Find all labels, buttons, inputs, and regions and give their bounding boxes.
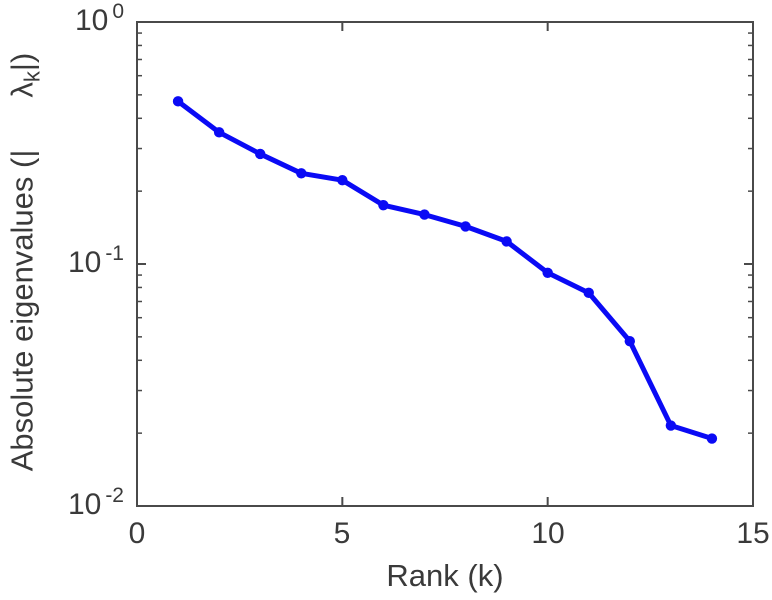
data-point-marker: [255, 148, 266, 160]
axes-box: [136, 21, 754, 507]
data-point-marker: [172, 96, 184, 107]
data-point-marker: [213, 127, 225, 138]
data-point-marker: [624, 335, 635, 347]
y-label-suffix: |): [4, 52, 40, 72]
y-tick-base: 10: [67, 488, 102, 521]
y-axis-label: Absolute eigenvalues (| λk|): [4, 52, 45, 472]
y-label-prefix: Absolute eigenvalues (|: [4, 149, 40, 472]
lambda-subscript: k: [19, 71, 45, 83]
y-tick-base: 10: [67, 246, 102, 279]
data-point-marker: [501, 236, 512, 247]
x-tick-label-15: 15: [736, 517, 770, 550]
x-tick-label-5: 5: [333, 517, 351, 550]
data-point-marker: [460, 221, 471, 232]
data-point-marker: [296, 168, 307, 179]
data-point-marker: [665, 420, 677, 431]
y-tick-exponent: -1: [105, 242, 124, 265]
y-tick-base: 10: [74, 4, 109, 37]
data-point-marker: [337, 174, 348, 186]
data-point-marker: [583, 287, 594, 299]
data-point-marker: [706, 433, 718, 444]
y-tick-label-1e-1: 10 -1: [4, 242, 124, 284]
x-tick-label-10: 10: [531, 517, 565, 550]
data-line: [175, 98, 715, 442]
y-tick-exponent: 0: [112, 0, 124, 23]
y-tick-exponent: -2: [105, 484, 124, 507]
lambda-symbol: λ: [4, 82, 40, 98]
data-point-marker: [419, 209, 430, 220]
x-axis-label: Rank (k): [386, 558, 504, 593]
y-tick-label-1e0: 10 0: [4, 0, 124, 42]
data-point-marker: [542, 267, 553, 278]
x-tick-label-0: 0: [128, 517, 146, 550]
data-point-marker: [378, 199, 389, 211]
y-tick-label-1e-2: 10 -2: [4, 484, 124, 526]
